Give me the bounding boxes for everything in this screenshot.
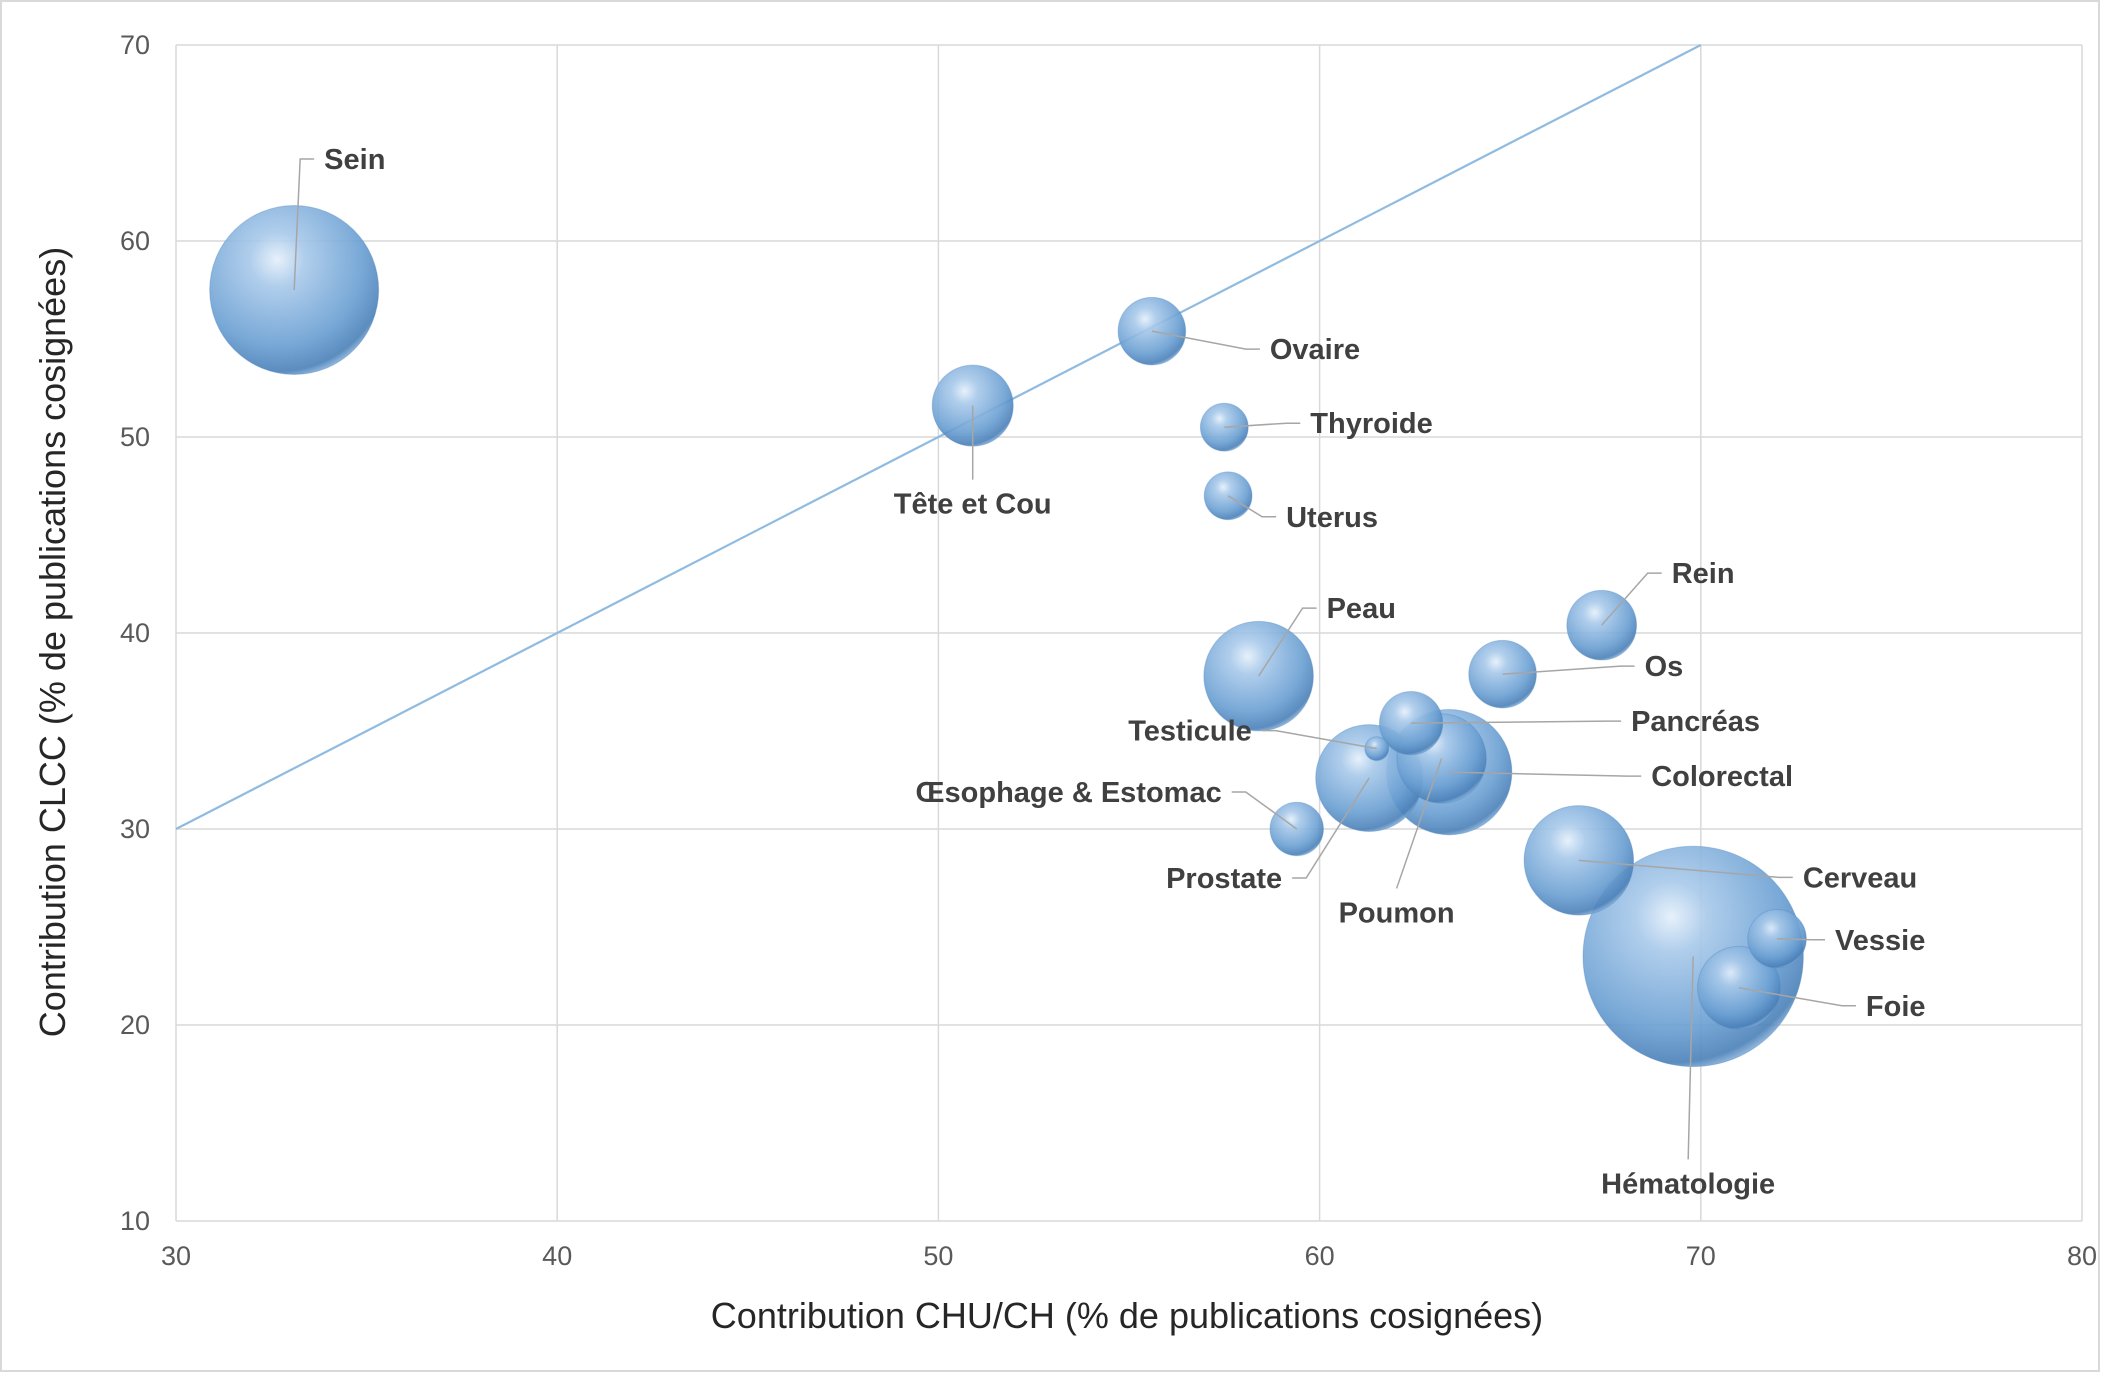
tick-labels: 30 40 50 60 70 80 10 20 30 40 50 60 70 xyxy=(120,30,2097,1271)
bubble-label-Colorectal: Colorectal xyxy=(1651,761,1793,793)
x-tick-label: 40 xyxy=(542,1241,572,1271)
bubble-Ovaire xyxy=(1117,296,1187,366)
leader-line-Uterus xyxy=(1227,495,1277,518)
bubble-label-Vessie: Vessie xyxy=(1835,925,1925,957)
bubble-label-Poumon: Poumon xyxy=(1339,897,1455,929)
bubble-label-Œsophage & Estomac: Œsophage & Estomac xyxy=(916,777,1222,809)
x-axis-title: Contribution CHU/CH (% de publications c… xyxy=(711,1295,1543,1336)
bubble-label-Ovaire: Ovaire xyxy=(1270,334,1360,366)
leader-line-Cerveau xyxy=(1578,859,1793,879)
leader-line-Pancréas xyxy=(1411,720,1622,724)
leader-line-Ovaire xyxy=(1151,330,1260,350)
leader-line-Hématologie xyxy=(1687,956,1694,1160)
leader-line-Peau xyxy=(1257,607,1317,677)
y-axis-title: Contribution CLCC (% de publications cos… xyxy=(32,247,73,1037)
bubble-label-Hématologie: Hématologie xyxy=(1601,1168,1775,1200)
bubble-Os xyxy=(1468,639,1537,709)
leader-line-Colorectal xyxy=(1449,771,1642,777)
y-tick-label: 50 xyxy=(120,422,150,452)
leader-line-Rein xyxy=(1601,572,1662,626)
x-tick-label: 70 xyxy=(1686,1241,1716,1271)
leader-line-Vessie xyxy=(1777,938,1826,941)
bubble-label-Uterus: Uterus xyxy=(1286,502,1378,534)
bubble-label-Rein: Rein xyxy=(1672,558,1735,590)
bubble-label-Peau: Peau xyxy=(1327,593,1396,625)
bubble-label-Prostate: Prostate xyxy=(1166,863,1282,895)
gridlines xyxy=(175,44,2083,1222)
bubble-label-Pancréas: Pancréas xyxy=(1631,706,1760,738)
bubble-label-Cerveau: Cerveau xyxy=(1803,862,1917,894)
x-tick-label: 50 xyxy=(923,1241,953,1271)
leader-line-Testicule xyxy=(1261,729,1377,750)
bubble-label-Os: Os xyxy=(1645,651,1684,683)
leader-line-Os xyxy=(1502,665,1635,675)
bubble-label-Sein: Sein xyxy=(324,144,385,176)
y-tick-label: 30 xyxy=(120,814,150,844)
bubble-label-Foie: Foie xyxy=(1866,991,1926,1023)
leader-line-Œsophage & Estomac xyxy=(1231,791,1298,830)
leader-line-Prostate xyxy=(1292,777,1370,879)
y-tick-label: 40 xyxy=(120,618,150,648)
y-tick-label: 20 xyxy=(120,1010,150,1040)
bubble-labels: Sein Ovaire Tête et Cou Thyroide Uterus Rein P… xyxy=(324,144,1925,1200)
bubble-label-Thyroide: Thyroide xyxy=(1310,408,1432,440)
diagonal-reference-line xyxy=(175,44,1702,830)
label-leader-lines xyxy=(293,158,1856,1160)
y-tick-label: 10 xyxy=(120,1206,150,1236)
y-tick-label: 60 xyxy=(120,226,150,256)
leader-line-Thyroide xyxy=(1224,422,1301,428)
x-tick-label: 30 xyxy=(161,1241,191,1271)
leader-line-Foie xyxy=(1738,987,1856,1007)
bubbles xyxy=(209,205,1807,1068)
bubble-label-Tête et Cou: Tête et Cou xyxy=(894,489,1052,521)
bubble-label-Testicule: Testicule xyxy=(1128,716,1252,748)
x-tick-label: 60 xyxy=(1305,1241,1335,1271)
y-tick-label: 70 xyxy=(120,30,150,60)
x-tick-label: 80 xyxy=(2067,1241,2097,1271)
leader-line-Sein xyxy=(293,158,315,291)
leader-line-Poumon xyxy=(1395,758,1443,889)
